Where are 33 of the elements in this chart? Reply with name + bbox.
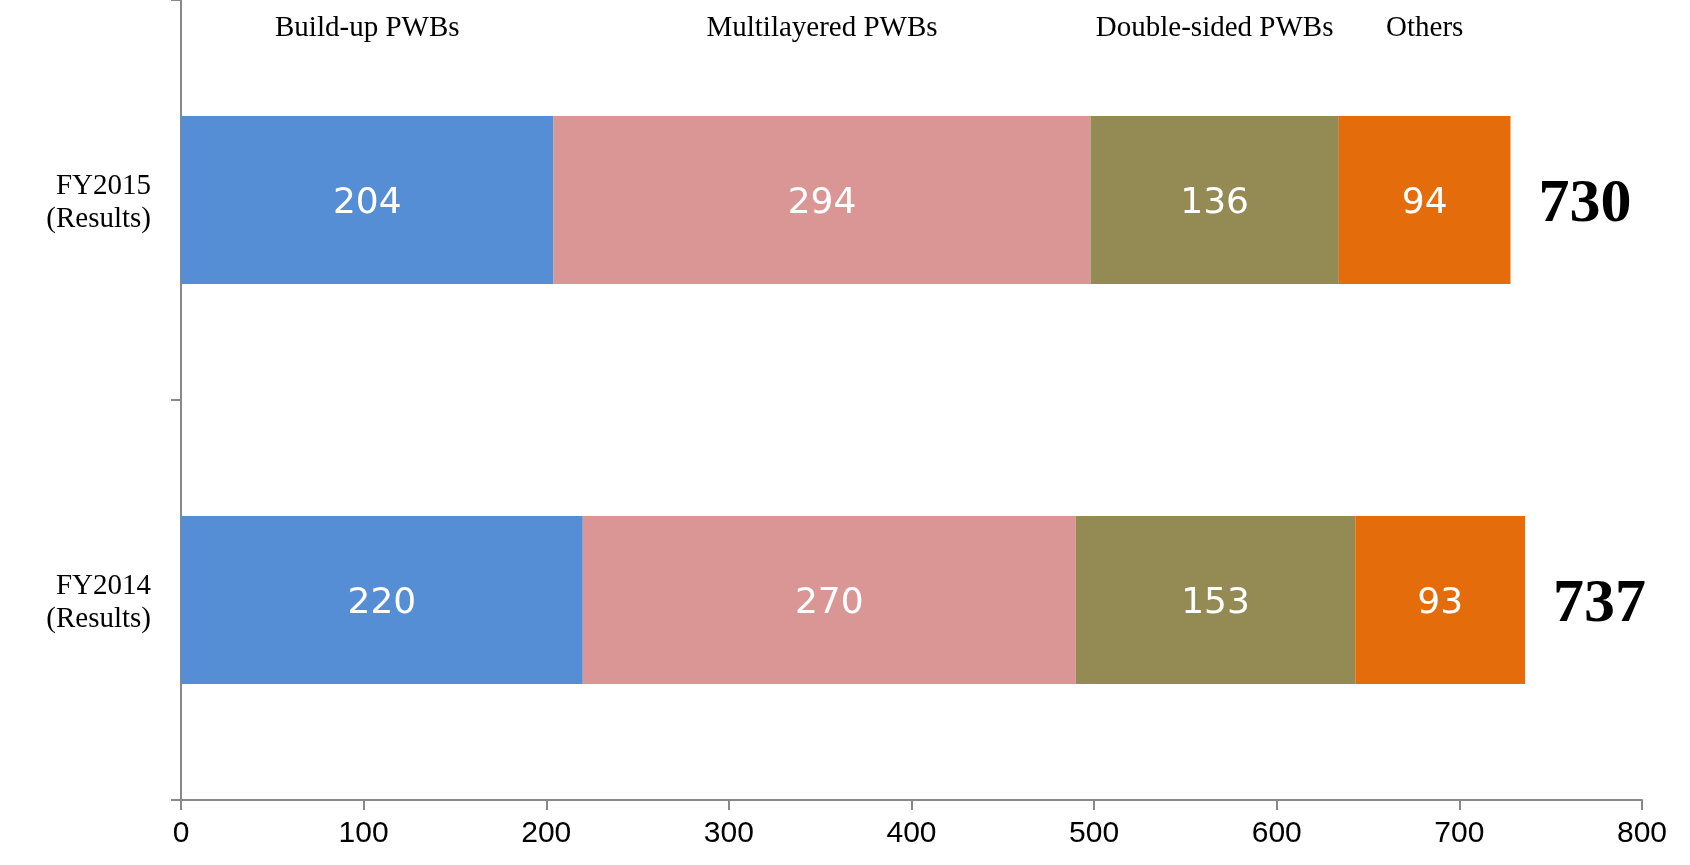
total-label: 730: [1538, 166, 1632, 234]
bar: [1355, 516, 1526, 684]
y-tick-label: FY2014 (Results): [46, 567, 152, 634]
bar: [582, 516, 1076, 684]
text: Double-sided PWBs: [1095, 10, 1334, 42]
bar: [553, 116, 1091, 284]
y-tick-label: FY2015 (Results): [46, 167, 151, 234]
x-tick-label: 600: [1251, 814, 1302, 848]
text: Multilayered PWBs: [706, 10, 938, 42]
x-tick-label: 0: [172, 814, 190, 848]
data-label: 204: [332, 179, 402, 221]
x-tick-label: 700: [1434, 814, 1485, 848]
x-tick-label: 800: [1616, 814, 1668, 848]
data-label: 220: [347, 579, 417, 621]
bar: [1090, 116, 1339, 284]
x-tick-label: 100: [338, 814, 389, 848]
text: Build-up PWBs: [275, 10, 460, 42]
data-label: 294: [787, 179, 857, 221]
data-label: 270: [794, 579, 864, 621]
data-label: 94: [1401, 179, 1448, 221]
data-label: 136: [1180, 179, 1250, 221]
bar: [1075, 516, 1356, 684]
total-label: 737: [1553, 566, 1647, 634]
bar: [1338, 116, 1511, 284]
data-label: 93: [1417, 579, 1464, 621]
text: Others: [1386, 10, 1464, 42]
x-tick-label: 500: [1069, 814, 1120, 848]
x-tick-label: 200: [521, 814, 572, 848]
bar: [181, 516, 583, 684]
data-label: 153: [1181, 579, 1250, 621]
x-tick-label: 300: [703, 814, 754, 848]
x-tick-label: 400: [886, 814, 937, 848]
bar: [181, 116, 554, 284]
